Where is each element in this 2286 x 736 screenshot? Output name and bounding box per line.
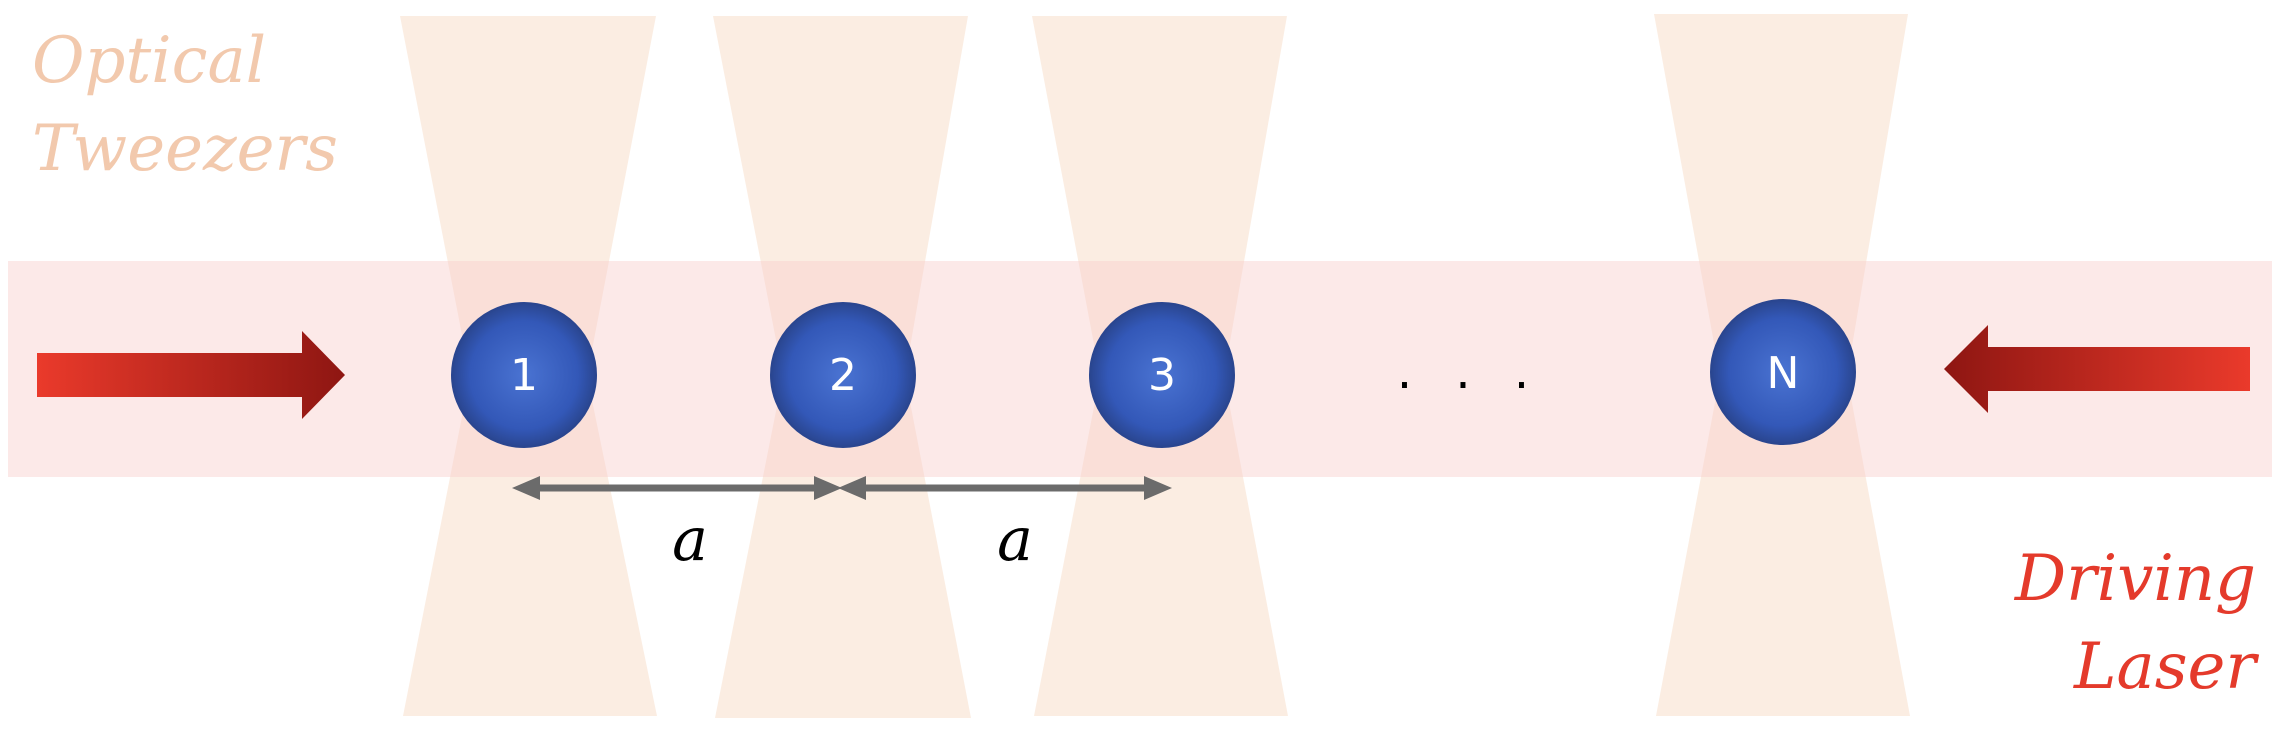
- atom-1-label: 1: [510, 350, 538, 401]
- driving-laser-label-line2: Laser: [2073, 630, 2259, 704]
- spacing-label-2: a: [997, 505, 1033, 575]
- laser-arrow-left: [37, 331, 345, 419]
- atom-3-sphere: [1089, 302, 1235, 448]
- atom-n-sphere: [1710, 299, 1856, 445]
- atom-1: 1: [451, 302, 597, 448]
- atom-3-label: 3: [1148, 350, 1176, 401]
- optical-tweezers-label-line2: Tweezers: [32, 112, 338, 186]
- atom-3: 3: [1089, 302, 1235, 448]
- atom-2: 2: [770, 302, 916, 448]
- spacing-arrow-1-head-right: [814, 476, 842, 500]
- spacing-label-1: a: [672, 505, 708, 575]
- atom-1-sphere: [451, 302, 597, 448]
- atom-2-label: 2: [829, 350, 857, 401]
- laser-arrow-right: [1944, 325, 2250, 413]
- ellipsis: . . .: [1397, 344, 1543, 400]
- spacing-arrow-1-head-left: [512, 476, 540, 500]
- spacing-arrows: [512, 476, 1172, 500]
- optical-tweezers-label-line1: Optical: [32, 24, 266, 98]
- driving-laser-label-line1: Driving: [2014, 542, 2256, 616]
- spacing-arrow-2-head-right: [1144, 476, 1172, 500]
- atom-n-label: N: [1767, 348, 1800, 399]
- atom-n: N: [1710, 299, 1856, 445]
- spacing-arrow-2-head-left: [838, 476, 866, 500]
- atom-2-sphere: [770, 302, 916, 448]
